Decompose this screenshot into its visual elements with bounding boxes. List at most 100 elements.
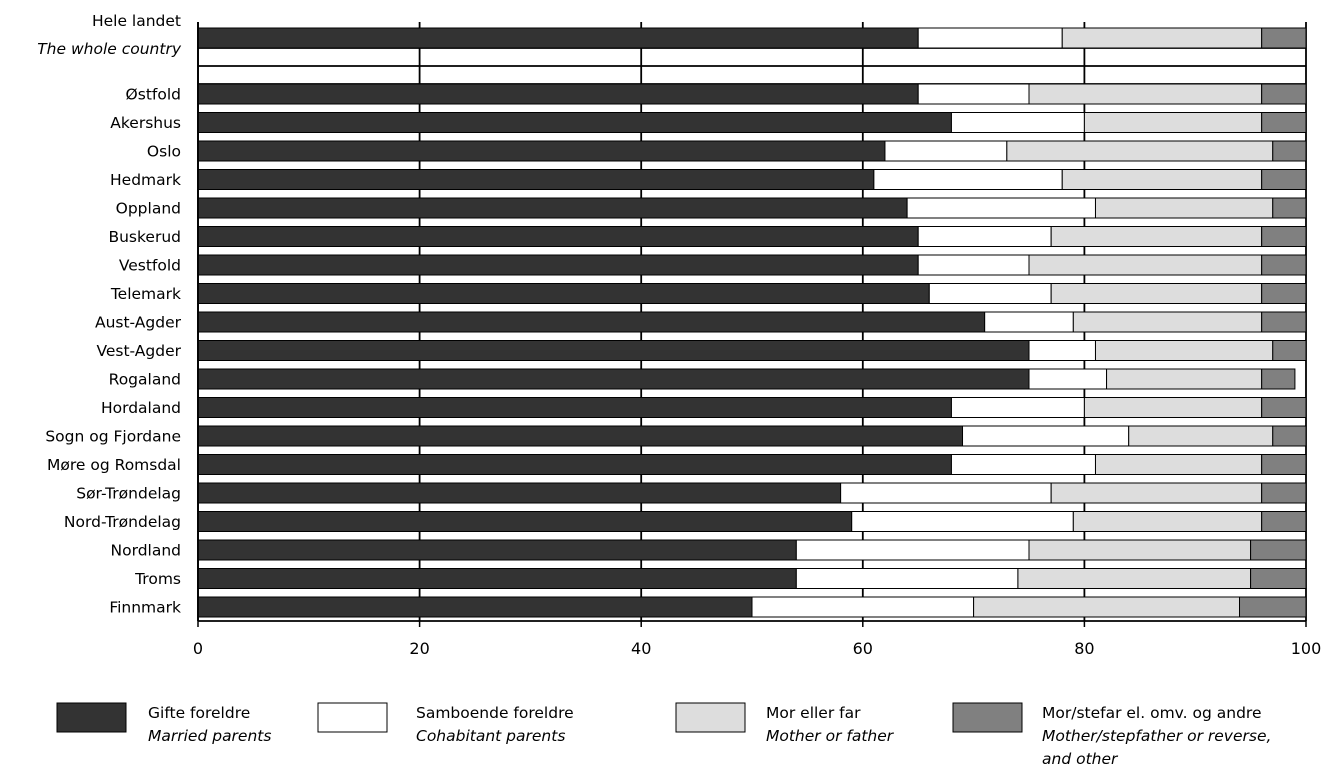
bar-segment-row-15-4 xyxy=(1261,482,1307,504)
bar-segment-row-12-1 xyxy=(197,397,952,418)
row-label: Oppland xyxy=(116,200,181,218)
bar-segment-row-8-1 xyxy=(197,283,930,304)
row-label: Nord-Trøndelag xyxy=(64,513,181,531)
legend-label-en: Mother/stepfather or reverse, xyxy=(1042,727,1271,745)
bar-segment-row-13-4 xyxy=(1272,425,1307,447)
bar-segment-row-2-1 xyxy=(197,112,952,133)
bar-segment-row-15-2 xyxy=(840,482,1052,504)
row-labels: Hele landet The whole country Østfold Akers… xyxy=(37,12,182,617)
bar-segment-row-19-1 xyxy=(197,596,753,618)
bar-segment-row-11-1 xyxy=(197,368,1030,390)
bar-segment-hele-landet-2 xyxy=(917,27,1063,49)
bar-segment-row-12-4 xyxy=(1261,397,1307,418)
bar-segment-row-6-1 xyxy=(197,226,919,247)
legend-swatch xyxy=(56,702,127,733)
bar-segment-row-10-3 xyxy=(1094,340,1274,361)
bar-segment-row-19-4 xyxy=(1239,596,1307,618)
legend-label: Mor/stefar el. omv. og andre xyxy=(1042,704,1261,722)
bar-segment-row-3-1 xyxy=(197,140,886,162)
row-label: Rogaland xyxy=(109,371,181,389)
x-tick-label: 40 xyxy=(631,639,651,658)
bar-segment-row-1-1 xyxy=(197,83,919,105)
bar-segment-row-1-3 xyxy=(1028,83,1263,105)
bar-segment-row-7-2 xyxy=(917,254,1030,276)
row-label: Buskerud xyxy=(108,228,181,246)
x-tick-label: 60 xyxy=(853,639,873,658)
row-label: Sør-Trøndelag xyxy=(76,485,181,503)
bar-segment-row-16-1 xyxy=(197,511,853,532)
bar-segment-row-17-1 xyxy=(197,539,797,561)
row-label: Vest-Agder xyxy=(96,342,181,360)
row-label: Nordland xyxy=(111,542,181,560)
bar-segment-row-4-2 xyxy=(873,169,1063,190)
bar-segment-row-16-2 xyxy=(851,511,1074,532)
bar-segment-row-18-3 xyxy=(1017,568,1252,589)
bar-segment-row-2-2 xyxy=(950,112,1085,133)
legend: Gifte foreldre Married parents Samboende f… xyxy=(56,702,1271,768)
bar-segment-row-17-3 xyxy=(1028,539,1252,561)
legend-swatch xyxy=(952,702,1023,733)
bar-segment-row-5-2 xyxy=(906,197,1096,219)
legend-label: Mor eller far xyxy=(766,704,861,722)
bar-segment-row-2-3 xyxy=(1083,112,1263,133)
row-label-whole-country: Hele landet xyxy=(92,12,181,30)
bar-segment-row-8-2 xyxy=(928,283,1052,304)
legend-label-en: Married parents xyxy=(148,727,271,745)
bar-segment-row-17-2 xyxy=(795,539,1030,561)
bar-segment-row-3-3 xyxy=(1006,140,1274,162)
bar-segment-row-9-1 xyxy=(197,311,986,333)
x-tick-label: 80 xyxy=(1074,639,1094,658)
bar-segment-row-18-2 xyxy=(795,568,1019,589)
bar-segment-row-13-2 xyxy=(962,425,1130,447)
x-tick-label: 0 xyxy=(193,639,203,658)
x-axis: 0 20 40 60 80 100 xyxy=(193,22,1321,658)
bar-segment-row-8-3 xyxy=(1050,283,1263,304)
bar-segment-hele-landet-3 xyxy=(1061,27,1263,49)
bar-segment-row-12-3 xyxy=(1083,397,1263,418)
bar-segment-row-7-1 xyxy=(197,254,919,276)
row-label: Troms xyxy=(134,570,181,588)
legend-label: Gifte foreldre xyxy=(148,704,250,722)
bar-segment-row-9-4 xyxy=(1261,311,1307,333)
bar-segment-row-5-3 xyxy=(1094,197,1274,219)
legend-swatch xyxy=(317,702,388,733)
bar-segment-row-2-4 xyxy=(1261,112,1307,133)
bar-segment-row-16-3 xyxy=(1072,511,1263,532)
row-label: Oslo xyxy=(147,143,181,161)
row-label: Aust-Agder xyxy=(95,314,182,332)
bar-segment-row-11-3 xyxy=(1106,368,1263,390)
row-label: Møre og Romsdal xyxy=(47,456,181,474)
x-tick-label: 100 xyxy=(1291,639,1322,658)
bar-segment-row-5-1 xyxy=(197,197,908,219)
bar-segment-row-4-1 xyxy=(197,169,875,190)
legend-label: Samboende foreldre xyxy=(416,704,574,722)
bar-segment-row-6-3 xyxy=(1050,226,1263,247)
legend-label-en: Mother or father xyxy=(766,727,895,745)
bar-segment-hele-landet-4 xyxy=(1261,27,1307,49)
bar-segment-row-18-4 xyxy=(1250,568,1307,589)
bar-segment-row-6-4 xyxy=(1261,226,1307,247)
bar-segment-row-17-4 xyxy=(1250,539,1307,561)
row-label: Akershus xyxy=(110,114,181,132)
bar-segment-row-14-4 xyxy=(1261,454,1307,475)
bars xyxy=(197,27,1307,618)
row-label: Telemark xyxy=(110,285,181,303)
bar-segment-row-10-2 xyxy=(1028,340,1096,361)
bar-segment-row-10-4 xyxy=(1272,340,1307,361)
bar-segment-row-8-4 xyxy=(1261,283,1307,304)
bar-segment-row-13-1 xyxy=(197,425,964,447)
legend-swatch xyxy=(675,702,746,733)
row-label: Vestfold xyxy=(119,257,181,275)
bar-segment-row-9-3 xyxy=(1072,311,1263,333)
bar-segment-row-19-2 xyxy=(751,596,975,618)
bar-segment-row-4-4 xyxy=(1261,169,1307,190)
bar-segment-row-15-3 xyxy=(1050,482,1263,504)
bar-segment-row-18-1 xyxy=(197,568,797,589)
bar-segment-row-15-1 xyxy=(197,482,842,504)
x-tick-label: 20 xyxy=(409,639,429,658)
bar-segment-row-1-4 xyxy=(1261,83,1307,105)
bar-segment-row-7-3 xyxy=(1028,254,1263,276)
row-label: Hedmark xyxy=(110,171,181,189)
bar-segment-row-6-2 xyxy=(917,226,1052,247)
